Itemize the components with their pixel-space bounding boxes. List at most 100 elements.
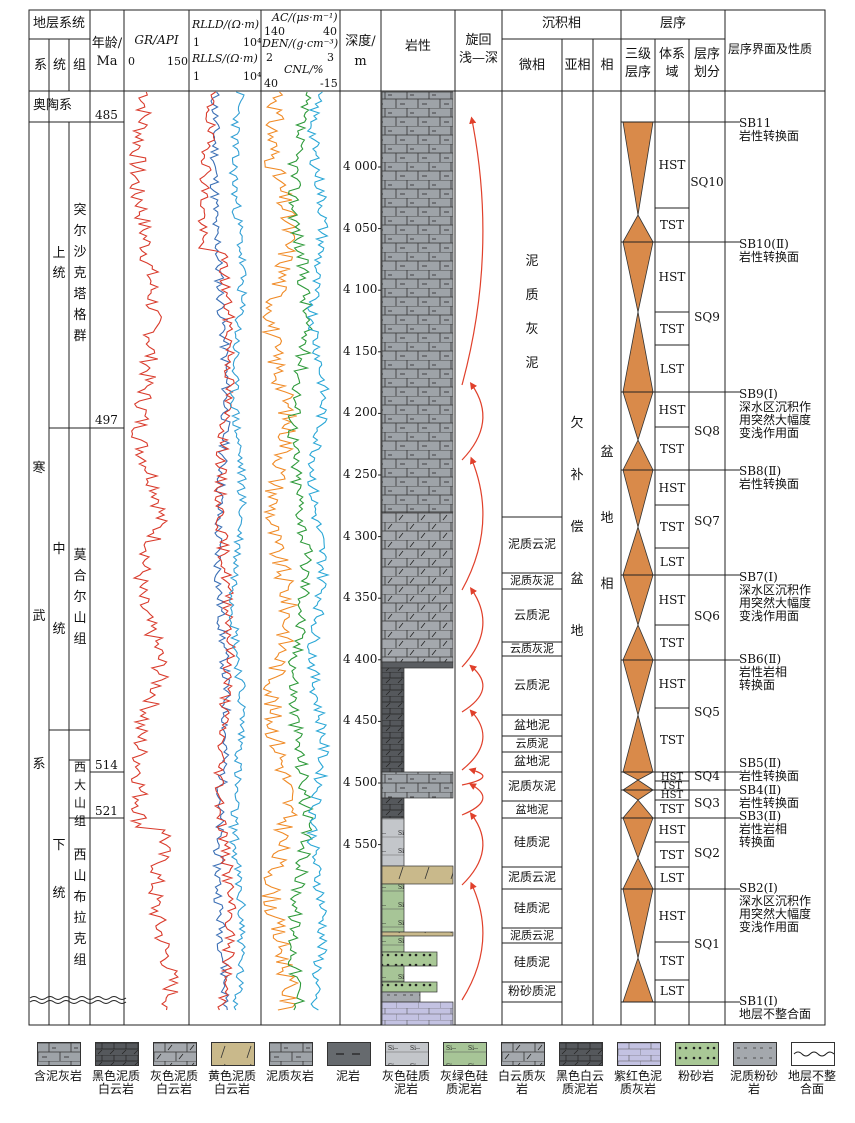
depth-tick-label: 4 250	[343, 467, 378, 481]
systems-tract-label: HST	[658, 593, 686, 607]
legend-pattern	[793, 1051, 834, 1057]
systems-tract-label: HST	[658, 823, 686, 837]
boundary-description: 地层不整合面	[739, 1007, 812, 1021]
boundary-description: 转换面	[739, 835, 776, 849]
depth-tick-label: 4 300	[343, 528, 378, 543]
subfacies-header: 亚相	[564, 58, 591, 73]
legend-pattern	[444, 1043, 486, 1065]
header-system: 系	[34, 58, 48, 73]
legend-pattern	[270, 1043, 312, 1065]
legend-pattern	[618, 1043, 660, 1065]
legend-label: 灰色硅质泥岩	[381, 1069, 430, 1096]
legend-pattern	[212, 1043, 254, 1065]
depth-header: 深度/	[345, 34, 376, 49]
legend-swatch	[211, 1042, 255, 1066]
legend-pattern	[502, 1043, 544, 1065]
boundary-description: 用突然大幅度	[739, 596, 812, 610]
rlls-label: RLLS/(Ω·m)	[192, 52, 258, 65]
boundary-description: 转换面	[739, 678, 776, 692]
legend-label: 黑色泥质白云岩	[91, 1069, 140, 1096]
systems-tract-label: LST	[659, 984, 685, 998]
legend-swatch	[385, 1042, 429, 1066]
boundary-description: 岩性转换面	[739, 769, 800, 783]
depth-tick-label: 4 100	[343, 282, 378, 297]
boundary-code: SB3(Ⅱ)	[739, 809, 782, 823]
age-label: 514	[95, 758, 118, 772]
legend-swatch	[269, 1042, 313, 1066]
third-order-header-2: 层序	[624, 65, 651, 80]
systems-tract-label: LST	[659, 361, 685, 376]
legend-pattern	[676, 1043, 718, 1065]
tuer-group-label: 突尔沙克塔格群	[73, 203, 87, 344]
sequence-label: SQ5	[694, 705, 720, 719]
den-min: 2	[266, 51, 273, 64]
boundary-code: SB4(Ⅱ)	[739, 783, 782, 797]
seqdiv-header: 层序	[693, 47, 720, 62]
ac-label: AC/(μs·m⁻¹)	[272, 11, 338, 24]
ac-max: 40	[323, 25, 337, 38]
age-label: 521	[95, 804, 118, 818]
legend-label: 白云质灰岩	[497, 1069, 546, 1096]
sequence-header: 层序	[659, 16, 686, 31]
microfacies-label: 泥质灰泥	[507, 778, 556, 793]
legend-label: 地层不整合面	[787, 1069, 836, 1096]
middle-series-label: 中统	[52, 542, 66, 637]
legend-swatch	[327, 1042, 371, 1066]
legend-label: 含泥灰岩	[33, 1069, 82, 1083]
systems-tract-label: HST	[658, 158, 686, 172]
tract-header-2: 域	[665, 65, 679, 80]
den-label: DEN/(g·cm⁻³)	[262, 37, 339, 50]
systems-tract-label: TST	[659, 954, 685, 968]
legend-swatch	[733, 1042, 777, 1066]
legend-label: 黑色白云质泥岩	[555, 1069, 604, 1096]
systems-tract-label: HST	[658, 480, 686, 495]
systems-tract-label: TST	[659, 519, 685, 534]
boundary-description: 岩性岩相	[739, 822, 788, 836]
microfacies-label: 硅质泥	[513, 834, 550, 849]
depth-tick-label: 4 050	[343, 220, 378, 235]
systems-tract-label: TST	[659, 635, 685, 650]
legend-label: 泥质粉砂岩	[729, 1069, 778, 1096]
boundary-description: 深水区沉积作	[739, 894, 812, 908]
legend-swatch	[617, 1042, 661, 1066]
microfacies-label: 云质泥	[513, 677, 550, 692]
sequence-label: SQ9	[694, 310, 720, 324]
boundary-description: 用突然大幅度	[739, 907, 812, 921]
boundary-description: 深水区沉积作	[739, 583, 812, 597]
sequence-label: SQ6	[694, 609, 720, 623]
legend-label: 灰色泥质白云岩	[149, 1069, 198, 1096]
unconformity-wave	[29, 1000, 127, 1004]
third-order-header: 三级	[624, 47, 651, 62]
depth-tick-label: 4 400	[343, 651, 378, 666]
depth-tick-label: 4 500	[343, 775, 378, 789]
boundary-code: SB6(Ⅱ)	[739, 652, 782, 666]
microfacies-label: 云质泥	[513, 607, 550, 622]
boundary-description: 岩性岩相	[739, 665, 788, 679]
legend-pattern	[386, 1043, 428, 1065]
microfacies-label: 泥质云泥	[510, 928, 554, 942]
rlls-min: 1	[193, 70, 200, 83]
legend-label: 灰绿色硅质泥岩	[439, 1069, 488, 1096]
gr-max: 150	[167, 55, 188, 68]
boundary-description: 变浅作用面	[739, 426, 800, 440]
facies-header: 沉积相	[541, 16, 581, 31]
legend-label: 泥岩	[335, 1069, 360, 1083]
boundary-description: 变浅作用面	[739, 920, 800, 934]
header-series: 统	[53, 58, 67, 73]
legend-swatch	[443, 1042, 487, 1066]
legend-label: 粉砂岩	[677, 1069, 714, 1083]
sequence-label: SQ10	[690, 175, 724, 189]
microfacies-label: 云质泥	[515, 737, 549, 750]
legend-swatch	[37, 1042, 81, 1066]
sequence-label: SQ4	[694, 769, 720, 783]
cycle-header: 旋回	[465, 33, 492, 48]
lithology-header: 岩性	[404, 39, 431, 54]
xida-formation-label: 西大山组	[73, 760, 86, 828]
microfacies-label: 盆地泥	[515, 802, 549, 816]
boundary-description: 深水区沉积作	[739, 400, 812, 414]
header-age: 年龄/	[91, 36, 123, 51]
microfacies-label: 粉砂质泥	[507, 984, 556, 998]
systems-tract-label: TST	[659, 802, 685, 816]
rlls-max: 10⁴	[243, 70, 262, 83]
